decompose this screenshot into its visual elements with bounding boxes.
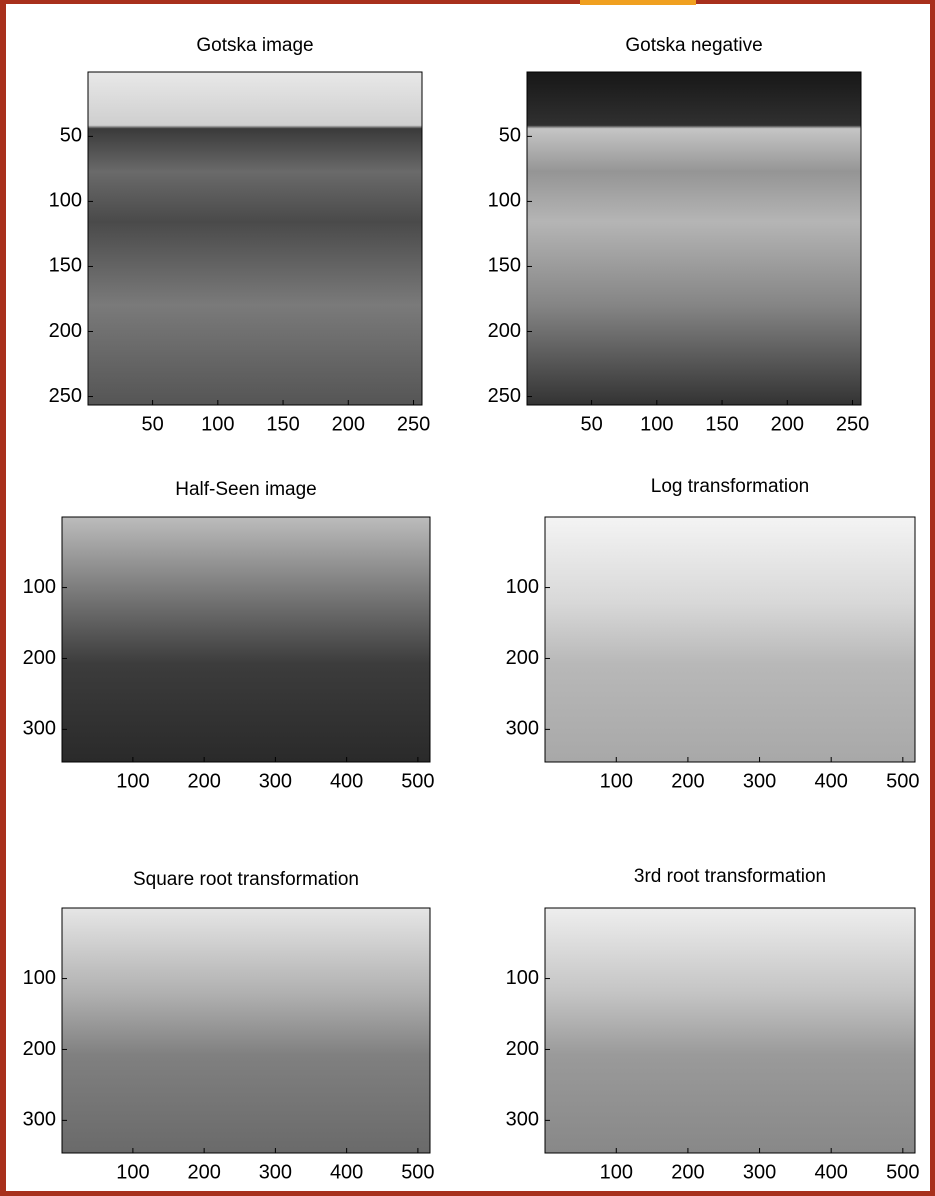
x-tick-label: 200 — [187, 1161, 220, 1183]
subplot-title: Log transformation — [651, 476, 809, 497]
y-tick-label: 200 — [23, 647, 56, 669]
y-tick-label: 50 — [499, 125, 521, 147]
x-tick-label: 50 — [141, 413, 163, 435]
y-tick-label: 300 — [506, 718, 539, 740]
image — [62, 908, 430, 1153]
y-tick-label: 100 — [506, 967, 539, 989]
subplot-title: 3rd root transformation — [634, 866, 826, 887]
figure: Gotska image 50 100 150 200 250 50 100 150 200 250… — [0, 0, 935, 1196]
image — [545, 517, 915, 762]
y-tick-label: 100 — [49, 190, 82, 212]
y-tick-label: 300 — [23, 1109, 56, 1131]
x-tick-label: 150 — [705, 413, 738, 435]
x-tick-label: 300 — [259, 770, 292, 792]
subplot-title: Square root transformation — [133, 869, 359, 890]
x-tick-label: 500 — [401, 770, 434, 792]
y-tick-label: 200 — [23, 1038, 56, 1060]
x-tick-label: 250 — [397, 413, 430, 435]
x-tick-label: 200 — [332, 413, 365, 435]
image — [62, 517, 430, 762]
x-tick-label: 500 — [886, 770, 919, 792]
y-tick-label: 50 — [60, 125, 82, 147]
x-tick-label: 100 — [116, 770, 149, 792]
y-tick-label: 300 — [506, 1109, 539, 1131]
y-tick-label: 200 — [488, 320, 521, 342]
x-tick-label: 400 — [814, 770, 847, 792]
y-tick-label: 100 — [23, 967, 56, 989]
image — [545, 908, 915, 1153]
y-tick-label: 100 — [23, 576, 56, 598]
x-tick-label: 300 — [743, 1161, 776, 1183]
x-tick-label: 100 — [640, 413, 673, 435]
x-tick-label: 200 — [671, 1161, 704, 1183]
subplot-title: Gotska image — [196, 35, 313, 56]
y-tick-label: 100 — [506, 576, 539, 598]
page: {"chart_data": [ {"type": "image", "titl… — [0, 0, 935, 1196]
x-tick-label: 500 — [401, 1161, 434, 1183]
x-tick-label: 400 — [330, 770, 363, 792]
x-tick-label: 200 — [671, 770, 704, 792]
x-tick-label: 300 — [743, 770, 776, 792]
y-tick-label: 300 — [23, 718, 56, 740]
y-tick-label: 250 — [488, 385, 521, 407]
y-tick-label: 200 — [49, 320, 82, 342]
y-tick-label: 200 — [506, 1038, 539, 1060]
y-tick-label: 100 — [488, 190, 521, 212]
x-tick-label: 400 — [814, 1161, 847, 1183]
x-tick-label: 400 — [330, 1161, 363, 1183]
y-tick-label: 200 — [506, 647, 539, 669]
image — [88, 72, 422, 405]
x-tick-label: 50 — [580, 413, 602, 435]
x-tick-label: 100 — [600, 1161, 633, 1183]
x-tick-label: 100 — [116, 1161, 149, 1183]
y-tick-label: 150 — [488, 255, 521, 277]
x-tick-label: 100 — [201, 413, 234, 435]
x-tick-label: 150 — [266, 413, 299, 435]
x-tick-label: 250 — [836, 413, 869, 435]
y-tick-label: 150 — [49, 255, 82, 277]
subplot-title: Gotska negative — [625, 35, 762, 56]
x-tick-label: 200 — [187, 770, 220, 792]
y-tick-label: 250 — [49, 385, 82, 407]
subplot-title: Half-Seen image — [175, 479, 317, 500]
x-tick-label: 500 — [886, 1161, 919, 1183]
x-tick-label: 200 — [771, 413, 804, 435]
image — [527, 72, 861, 405]
x-tick-label: 100 — [600, 770, 633, 792]
x-tick-label: 300 — [259, 1161, 292, 1183]
